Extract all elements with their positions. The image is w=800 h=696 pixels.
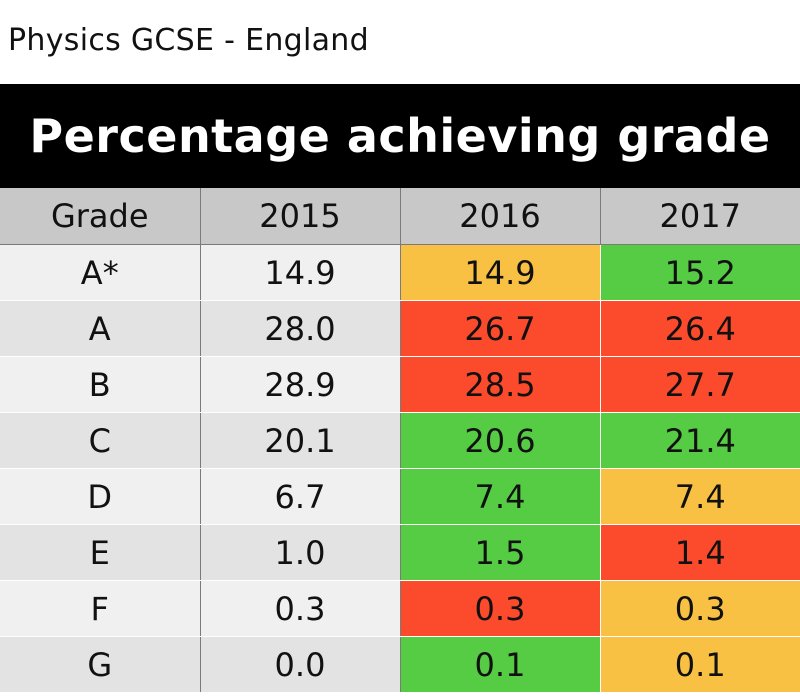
value-cell-2016: 28.5 [400,356,601,413]
value-cell-2015: 0.0 [200,636,401,693]
column-header-2015: 2015 [200,188,401,245]
page-caption: Physics GCSE - England [8,23,369,58]
column-header-2017: 2017 [600,188,800,245]
value-cell-2017: 27.7 [600,356,800,413]
value-cell-2015: 0.3 [200,580,401,637]
column-header-2016: 2016 [400,188,601,245]
grade-cell: G [0,636,201,693]
grade-cell: E [0,524,201,581]
value-cell-2017: 0.1 [600,636,800,693]
value-cell-2016: 26.7 [400,300,601,357]
grade-cell: A* [0,244,201,301]
table-row: G 0.0 0.1 0.1 [0,636,800,693]
value-cell-2015: 20.1 [200,412,401,469]
header-row: Grade 2015 2016 2017 [0,188,800,245]
table-row: F 0.3 0.3 0.3 [0,580,800,637]
value-cell-2015: 6.7 [200,468,401,525]
table-row: D 6.7 7.4 7.4 [0,468,800,525]
table-row: C 20.1 20.6 21.4 [0,412,800,469]
value-cell-2017: 1.4 [600,524,800,581]
grade-cell: C [0,412,201,469]
value-cell-2017: 0.3 [600,580,800,637]
grade-cell: F [0,580,201,637]
grade-cell: A [0,300,201,357]
value-cell-2016: 0.3 [400,580,601,637]
table-body: A* 14.9 14.9 15.2 A 28.0 26.7 26.4 B 28.9 28.5 27.7… [0,244,800,693]
value-cell-2016: 7.4 [400,468,601,525]
value-cell-2015: 28.9 [200,356,401,413]
table-title: Percentage achieving grade [0,84,800,188]
value-cell-2016: 0.1 [400,636,601,693]
value-cell-2016: 14.9 [400,244,601,301]
grade-cell: D [0,468,201,525]
value-cell-2016: 20.6 [400,412,601,469]
value-cell-2017: 15.2 [600,244,800,301]
grade-cell: B [0,356,201,413]
table-header: Grade 2015 2016 2017 [0,188,800,245]
value-cell-2016: 1.5 [400,524,601,581]
value-cell-2015: 1.0 [200,524,401,581]
value-cell-2015: 14.9 [200,244,401,301]
table-row: A 28.0 26.7 26.4 [0,300,800,357]
table-row: B 28.9 28.5 27.7 [0,356,800,413]
table-row: E 1.0 1.5 1.4 [0,524,800,581]
grade-table-panel: Percentage achieving grade Grade 2015 20… [0,84,800,693]
value-cell-2015: 28.0 [200,300,401,357]
grade-table: Grade 2015 2016 2017 A* 14.9 14.9 15.2 A 28.0… [0,188,800,693]
value-cell-2017: 7.4 [600,468,800,525]
value-cell-2017: 26.4 [600,300,800,357]
table-row: A* 14.9 14.9 15.2 [0,244,800,301]
column-header-grade: Grade [0,188,201,245]
value-cell-2017: 21.4 [600,412,800,469]
